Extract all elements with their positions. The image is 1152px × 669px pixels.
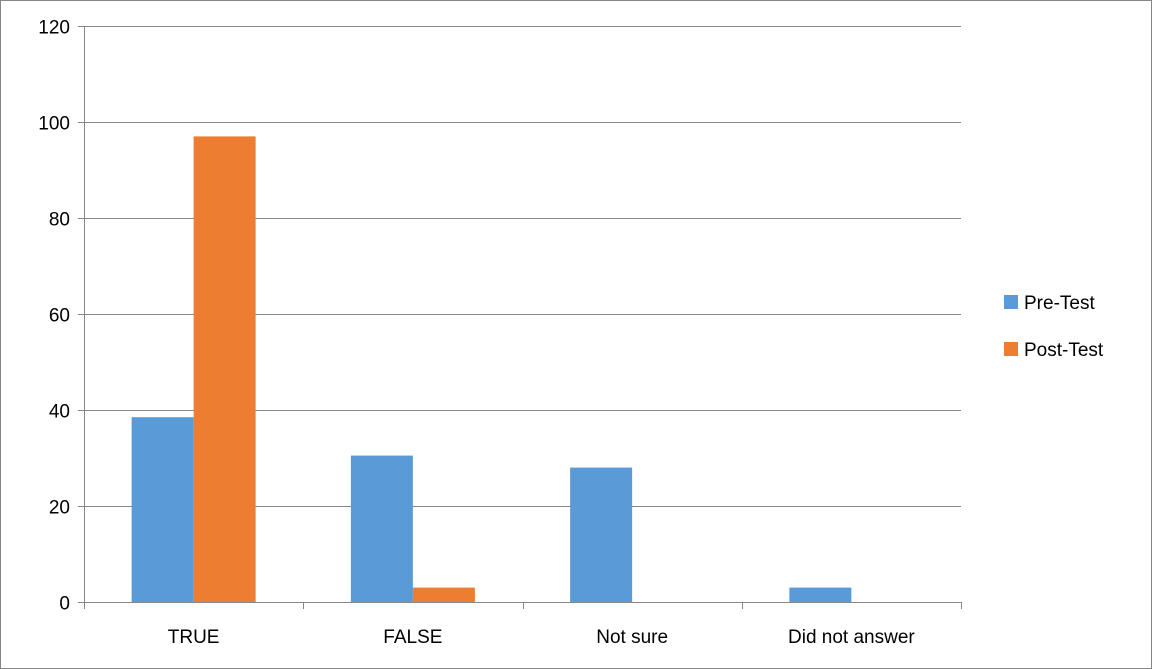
bar-post-test-false — [412, 587, 475, 602]
legend-swatch-pre-test — [1004, 295, 1018, 309]
bars — [131, 136, 852, 602]
legend-label-pre-test: Pre-Test — [1024, 293, 1095, 314]
y-tick-label: 40 — [49, 402, 70, 423]
x-axis-tick-labels: TRUE FALSE Not sure Did not answer — [168, 627, 916, 648]
legend-swatch-post-test — [1004, 342, 1018, 356]
legend: Pre-Test Post-Test — [1004, 293, 1104, 361]
y-tick-label: 100 — [38, 114, 70, 135]
x-tick-label: TRUE — [168, 627, 220, 648]
legend-label-post-test: Post-Test — [1024, 340, 1104, 361]
bar-pre-test-true — [131, 417, 194, 602]
x-tick-label: FALSE — [383, 627, 442, 648]
y-tick-label: 80 — [49, 210, 70, 231]
y-tick-label: 60 — [49, 306, 70, 327]
y-tick-label: 120 — [38, 18, 70, 39]
bar-pre-test-not-sure — [570, 467, 633, 602]
bar-pre-test-false — [350, 455, 413, 602]
x-tick-label: Did not answer — [788, 627, 915, 648]
y-tick-label: 20 — [49, 498, 70, 519]
x-tick-label: Not sure — [596, 627, 668, 648]
x-axis — [84, 602, 962, 609]
y-axis-tick-labels: 0 20 40 60 80 100 120 — [38, 18, 70, 615]
bar-post-test-true — [193, 136, 256, 602]
bar-pre-test-did-not-answer — [789, 587, 852, 602]
y-tick-label: 0 — [59, 594, 70, 615]
